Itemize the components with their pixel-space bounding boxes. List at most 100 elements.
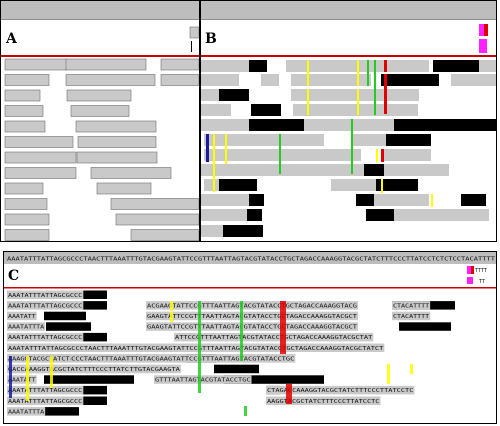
mismatch-mark <box>431 194 433 207</box>
read-bar <box>4 89 41 102</box>
read-bar <box>384 164 449 176</box>
read-bar <box>146 311 358 321</box>
scroll-tick <box>191 41 192 52</box>
mismatch-mark <box>206 134 209 162</box>
read-bar <box>326 149 361 161</box>
read-row: AAATATTTATTAGCGCCC CTAGACCAAAGGTACGCTATCT… <box>7 385 415 395</box>
mismatch-mark <box>50 356 53 388</box>
mismatch-mark <box>374 60 376 115</box>
read-bar <box>7 311 37 321</box>
mismatch-mark <box>240 301 243 361</box>
mismatch-mark <box>9 356 12 398</box>
panel-b-reference-line <box>201 55 496 57</box>
mismatch-mark <box>225 134 227 164</box>
read-bar <box>7 354 296 363</box>
soft-clip <box>366 209 394 221</box>
read-bar <box>201 104 231 116</box>
soft-clip <box>386 134 431 146</box>
read-bar <box>4 58 68 71</box>
mismatch-mark <box>387 364 390 384</box>
read-sequence: GACCAAAGGTACGCTATCTTTCCCTTATC <box>8 367 129 373</box>
read-sequence: AAATATTTATTAGCGCCC <box>8 303 82 309</box>
read-bar <box>201 209 247 221</box>
read-bar <box>351 134 386 146</box>
insert-marker-2 <box>467 277 473 284</box>
insert-marker <box>479 24 487 36</box>
soft-clip <box>249 194 264 206</box>
read-bar <box>7 375 37 384</box>
read-sequence: AAATATTTATTAGCGCCCTAACTTTAAATTTGTACGAAGT… <box>8 356 294 362</box>
read-rows: AAATATTTATTAGCGCCC AAATATTTATTAGCGCCC ACGA… <box>7 290 455 416</box>
soft-clip <box>223 225 263 237</box>
read-bar <box>7 396 84 405</box>
read-bar <box>4 182 44 195</box>
read-bar <box>4 167 77 179</box>
panel-c-ruler <box>4 252 496 264</box>
read-bar <box>7 364 130 374</box>
mismatch-mark <box>198 301 201 393</box>
soft-clip <box>399 322 451 331</box>
read-sequence: AAATATTTA <box>8 409 44 415</box>
read-bar <box>4 151 77 164</box>
read-bar <box>7 343 385 352</box>
read-row: AAATATTTATTAGCGCCC AAGGTACGCTATCTTTCCCTTA… <box>7 396 381 405</box>
read-bar <box>66 89 132 102</box>
mismatch-mark <box>170 301 173 311</box>
read-bar <box>201 194 249 206</box>
read-bar <box>7 332 84 342</box>
panel-a: A <box>0 0 200 242</box>
insert-marker-2 <box>479 39 487 53</box>
soft-clip <box>461 194 486 206</box>
soft-clip <box>376 179 418 191</box>
read-bar <box>160 74 199 86</box>
panel-a-ruler <box>1 1 199 20</box>
soft-clip <box>364 164 384 176</box>
mismatch-mark <box>381 179 383 193</box>
mismatch-mark <box>279 134 281 174</box>
read-bar <box>381 149 431 161</box>
panel-b-ruler <box>201 1 496 20</box>
mismatch-mark <box>244 406 247 416</box>
read-sequence: AAATATTTATTAGCGCCC <box>8 399 82 405</box>
mismatch-mark <box>307 89 309 115</box>
insert-marker-red <box>471 266 474 274</box>
panel-c: AAATATTTATTAGCGCCCTAACTTTAAATTTGTACGAAGT… <box>3 251 497 424</box>
read-bar <box>110 198 199 210</box>
read-bar <box>204 179 219 191</box>
read-bar <box>70 105 130 117</box>
read-sequence: AAATATT <box>8 378 36 384</box>
read-bar <box>65 58 147 71</box>
mismatch-mark <box>286 384 292 404</box>
panel-c-tracks: AAATATTTATTAGCGCCCTAACTTTAAATTTGTACGAAGT… <box>4 252 496 416</box>
read-sequence: CTACATTTT <box>393 314 429 320</box>
read-bar <box>90 167 172 179</box>
read-row: AAATATTTA <box>7 407 79 416</box>
soft-clip <box>249 119 304 131</box>
read-bar <box>4 213 50 226</box>
read-sequence: AAATATT <box>8 314 36 320</box>
read-bar <box>7 385 84 395</box>
read-bar <box>486 74 496 86</box>
read-bar <box>96 182 152 195</box>
read-bar <box>7 301 84 310</box>
read-bar <box>7 407 46 416</box>
read-bar <box>4 198 48 210</box>
read-row: AAATATTTATTAGCGCCC ACGAAGTATTCCGTTTAATTAG… <box>7 301 455 310</box>
insert-legend-line2: TT <box>479 279 485 285</box>
read-bar <box>201 60 249 72</box>
read-row: AAATATT GTTTAATTAGTACGTATACCTGC <box>7 375 324 384</box>
panel-b-tracks <box>201 24 496 237</box>
read-bar <box>394 209 489 221</box>
panel-a-label: A <box>6 31 17 47</box>
soft-clip <box>46 322 91 331</box>
read-sequence: AAATATTTATTAGCGCCC <box>8 388 82 394</box>
read-sequence: CTACATTTT <box>393 303 429 309</box>
read-bar <box>201 74 239 86</box>
read-bar <box>392 311 431 321</box>
read-bar <box>4 120 46 133</box>
mismatch-mark <box>376 149 378 162</box>
read-bar <box>130 229 199 241</box>
read-bar <box>7 290 84 299</box>
soft-clip <box>251 104 281 116</box>
soft-clip <box>249 60 267 72</box>
